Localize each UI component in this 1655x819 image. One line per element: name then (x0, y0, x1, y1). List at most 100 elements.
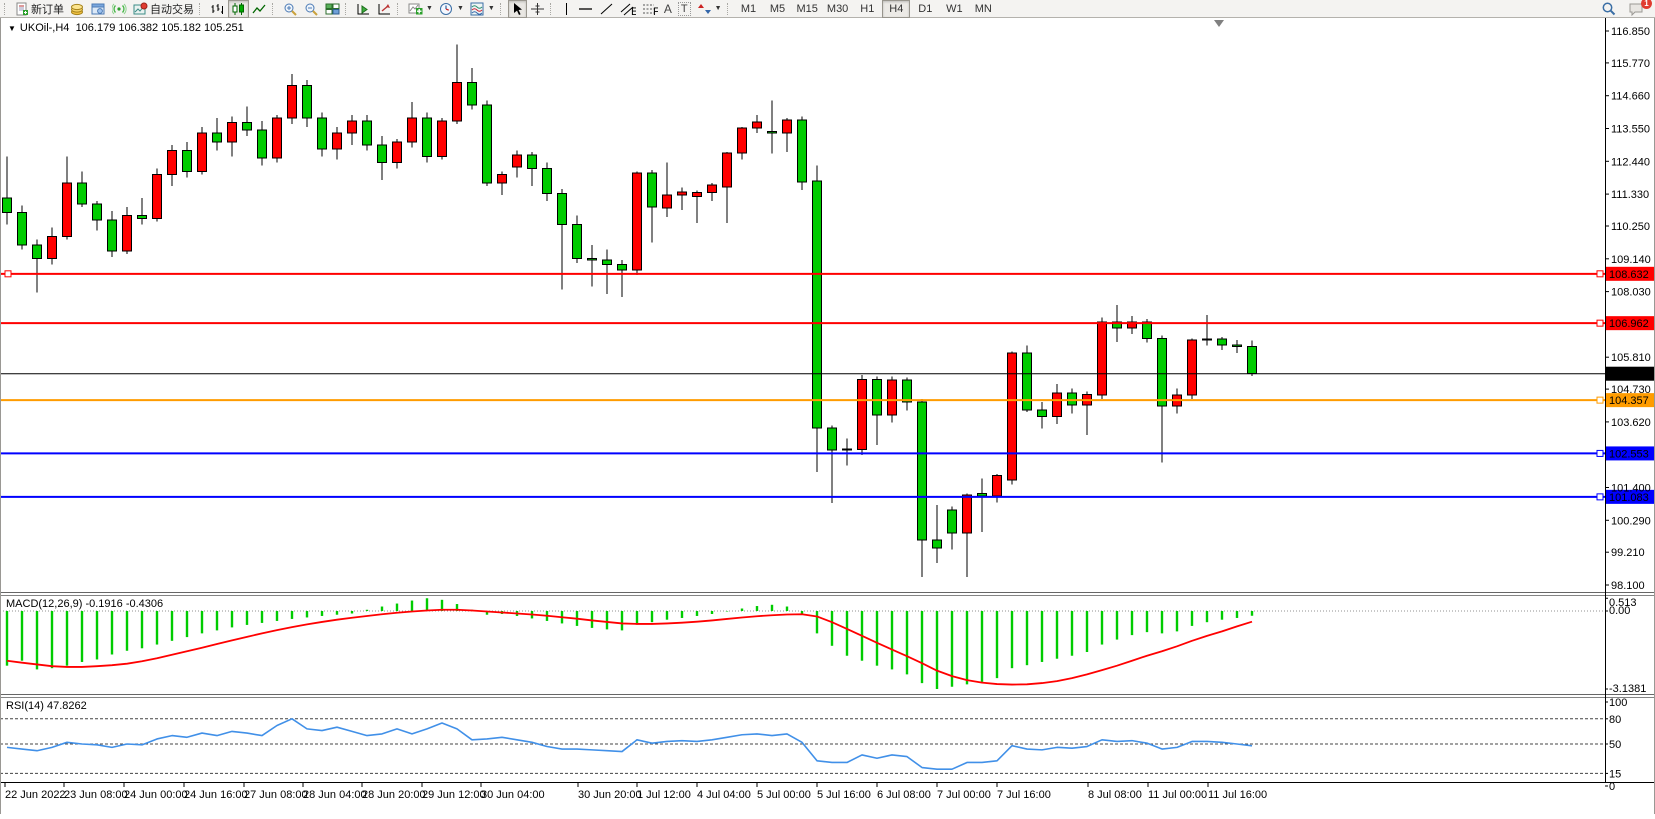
hline-handle[interactable] (1596, 493, 1604, 501)
dropdown-caret-icon: ▼ (456, 5, 464, 12)
hline-handle[interactable] (4, 270, 12, 278)
svg-text:115.770: 115.770 (1611, 58, 1650, 70)
candle (62, 182, 72, 237)
timeframe-M5[interactable]: M5 (769, 2, 786, 15)
auto-scroll-button[interactable] (353, 0, 374, 18)
toolbar-grip (199, 2, 204, 15)
fibonacci-button[interactable]: F (639, 0, 661, 18)
candle (302, 85, 312, 119)
horizontal-line-button[interactable] (575, 0, 596, 18)
svg-text:30 Jun 20:00: 30 Jun 20:00 (578, 789, 642, 801)
svg-text:28 Jun 04:00: 28 Jun 04:00 (303, 789, 367, 801)
trendline-button[interactable] (596, 0, 617, 18)
signals-button[interactable] (109, 0, 130, 18)
market-window-button[interactable] (88, 0, 109, 18)
crosshair-icon (530, 2, 545, 16)
candle (47, 235, 57, 260)
candle (1037, 409, 1047, 418)
crosshair-button[interactable] (527, 0, 548, 18)
chat-button[interactable]: 1 (1625, 0, 1652, 18)
hline-handle[interactable] (1596, 449, 1604, 457)
chart-shift-button[interactable] (374, 0, 395, 18)
timeframe-M30[interactable]: M30 (826, 2, 849, 15)
timeframe-H1[interactable]: H1 (860, 2, 875, 15)
search-icon (1601, 1, 1616, 16)
hline-handle[interactable] (1596, 270, 1604, 278)
candle (602, 259, 612, 265)
chart-shift-marker[interactable] (1214, 20, 1224, 27)
candle (812, 180, 822, 429)
templates-button[interactable]: ▼ (467, 0, 498, 18)
candle (452, 82, 462, 122)
timeframe-MN[interactable]: MN (974, 2, 992, 15)
zoom-out-icon (304, 2, 319, 16)
candle (1187, 339, 1197, 396)
search-button[interactable] (1598, 0, 1619, 18)
chart-canvas[interactable]: 108.632 106.962 105.251 104.357 102.553 101.0… (0, 18, 1655, 814)
candle (482, 104, 492, 184)
candle (332, 132, 342, 150)
dropdown-caret-icon: ▼ (426, 5, 433, 12)
svg-text:30 Jun 04:00: 30 Jun 04:00 (481, 789, 545, 801)
candle (1232, 344, 1242, 347)
channel-icon: E (620, 2, 636, 16)
symbol-name: UKOil-,H4 (19, 22, 70, 34)
svg-text:98.100: 98.100 (1611, 580, 1645, 592)
timeframe-M1[interactable]: M1 (740, 2, 757, 15)
timeframe-H4[interactable]: H4 (882, 0, 911, 18)
rsi-indicator-label: RSI(14) 47.8262 (6, 700, 87, 712)
candle (932, 539, 942, 549)
timeframe-D1[interactable]: D1 (918, 2, 933, 15)
hline-handle[interactable] (1596, 319, 1604, 327)
candle (317, 117, 327, 150)
hline-handle[interactable] (1596, 396, 1604, 404)
zoom-out-button[interactable] (301, 0, 322, 18)
candle (722, 152, 732, 188)
price-axis[interactable]: 116.850 115.770 114.660 113.550 112.440 111.3… (1605, 26, 1651, 793)
line-chart-button[interactable] (249, 0, 270, 18)
vertical-line-button[interactable] (558, 0, 575, 18)
svg-text:102.553: 102.553 (1609, 448, 1649, 460)
svg-text:0.00: 0.00 (1609, 605, 1630, 617)
svg-text:5 Jul 00:00: 5 Jul 00:00 (757, 789, 811, 801)
timeframe-M15[interactable]: M15 (796, 2, 818, 15)
macd-signal-line (6, 608, 1253, 686)
svg-text:112.440: 112.440 (1611, 156, 1650, 168)
timeframe-W1[interactable]: W1 (946, 2, 963, 15)
svg-text:104.357: 104.357 (1609, 395, 1649, 407)
toolbar-grip (499, 2, 505, 15)
svg-text:5 Jul 16:00: 5 Jul 16:00 (817, 789, 871, 801)
arrows-tool-button[interactable]: ▼ (694, 0, 725, 18)
svg-text:113.550: 113.550 (1611, 124, 1650, 136)
candle (752, 121, 762, 129)
candle (992, 475, 1002, 497)
funds-button[interactable] (67, 0, 88, 18)
zoom-in-button[interactable] (280, 0, 301, 18)
autotrading-button[interactable]: 自动交易 (130, 0, 197, 18)
fibonacci-icon: F (642, 2, 658, 16)
equidistant-channel-button[interactable]: E (617, 0, 639, 18)
text-tool-icon: A (663, 1, 672, 16)
indicators-button[interactable]: ▼ (405, 0, 436, 18)
cursor-button[interactable] (507, 0, 527, 18)
collapse-arrow-icon[interactable]: ▼ (8, 24, 16, 33)
candlestick-chart-button[interactable] (228, 0, 249, 18)
candle (782, 119, 792, 134)
price-badge-104.357 (1606, 393, 1654, 408)
periods-button[interactable]: ▼ (436, 0, 467, 18)
chat-unread-badge: 1 (1641, 0, 1652, 9)
tile-windows-button[interactable] (322, 0, 343, 18)
text-label-button[interactable]: T (675, 0, 694, 18)
candle (182, 150, 192, 172)
new-order-button[interactable]: 新订单 (12, 0, 67, 18)
macd-pane (5, 598, 1254, 689)
candle (917, 401, 927, 541)
text-tool-button[interactable]: A (661, 0, 675, 18)
candle (107, 219, 117, 252)
bar-chart-button[interactable] (207, 0, 228, 18)
svg-text:100: 100 (1609, 697, 1627, 709)
svg-text:7 Jul 00:00: 7 Jul 00:00 (937, 789, 991, 801)
svg-text:E: E (631, 6, 636, 16)
candle (77, 182, 87, 205)
